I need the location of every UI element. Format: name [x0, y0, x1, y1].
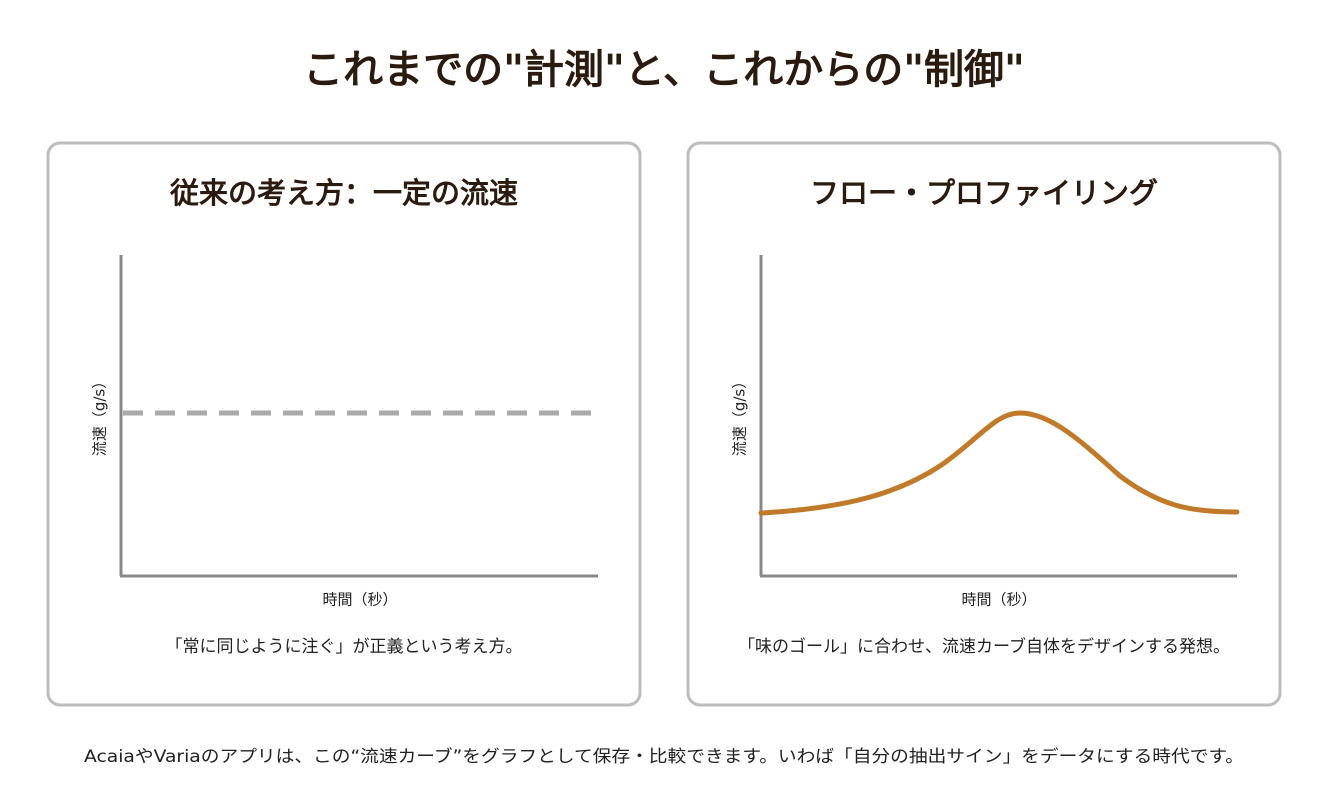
panel — [686, 141, 1282, 707]
panel — [46, 141, 642, 707]
panel-caption: 「味のゴール」に合わせ、流速カーブ自体をデザインする発想。 — [738, 636, 1230, 657]
x-axis-label: 時間（秒） — [961, 591, 1036, 609]
main-title: これまでの"計測"と、これからの"制御" — [303, 47, 1025, 93]
panel-caption: 「常に同じように注ぐ」が正義という考え方。 — [166, 637, 523, 657]
x-axis-label: 時間（秒） — [322, 591, 397, 609]
flow-profile-curve — [758, 410, 1240, 516]
panel-title: フロー・プロファイリング — [810, 176, 1158, 210]
y-axis-label: 流速（g/s） — [731, 374, 749, 456]
y-axis-label: 流速（g/s） — [91, 374, 109, 456]
footer-text: AcaiaやVariaのアプリは、この“流速カーブ”をグラフとして保存・比較でき… — [84, 746, 1244, 767]
panel-title: 従来の考え方：一定の流速 — [169, 176, 518, 210]
